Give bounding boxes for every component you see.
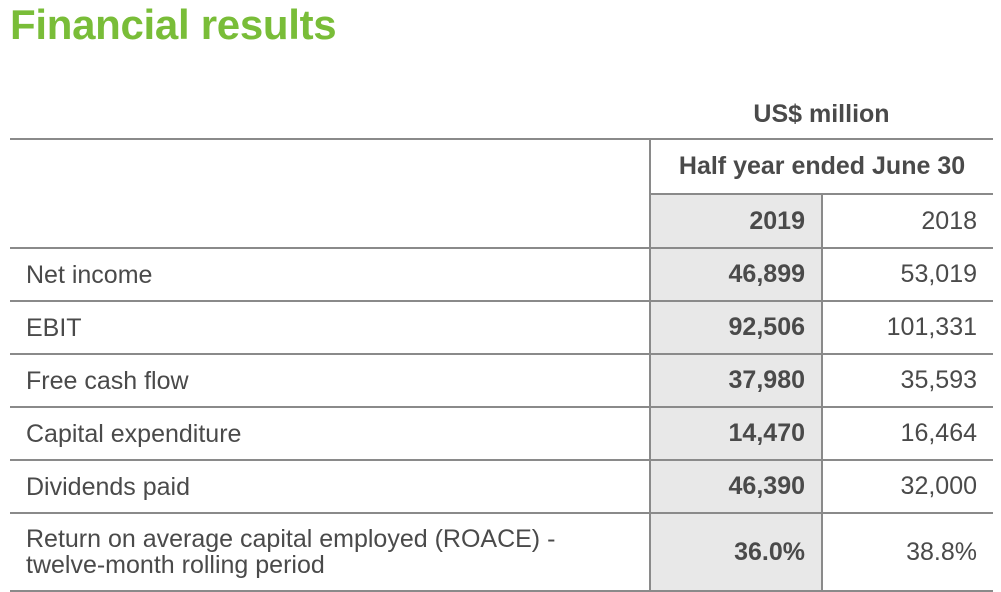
table-row: Return on average capital employed (ROAC… — [10, 512, 994, 592]
row-label: Free cash flow — [10, 353, 650, 407]
value-2019: 37,980 — [649, 353, 822, 407]
row-label: EBIT — [10, 300, 650, 354]
value-2018: 35,593 — [820, 353, 994, 407]
value-2019: 92,506 — [649, 300, 822, 354]
table-row: Free cash flow 37,980 35,593 — [10, 353, 994, 407]
financial-results-table: Half year ended June 30 2019 2018 Net in… — [10, 138, 994, 592]
row-label: Return on average capital employed (ROAC… — [10, 512, 650, 592]
header-blank-cell — [10, 194, 650, 248]
row-label-line: twelve-month rolling period — [26, 551, 325, 579]
value-2018: 38.8% — [820, 512, 994, 592]
period-header: Half year ended June 30 — [648, 138, 994, 194]
year-2019-header: 2019 — [649, 193, 822, 248]
table-row: EBIT 92,506 101,331 — [10, 300, 994, 354]
value-2018: 53,019 — [820, 247, 994, 301]
table-row: Dividends paid 46,390 32,000 — [10, 459, 994, 513]
year-2018-header: 2018 — [820, 193, 994, 248]
unit-label: US$ million — [753, 100, 890, 128]
row-label: Capital expenditure — [10, 406, 650, 460]
header-blank-cell — [10, 138, 650, 194]
row-label: Net income — [10, 247, 650, 301]
header-row-period: Half year ended June 30 — [10, 138, 994, 194]
value-2018: 32,000 — [820, 459, 994, 513]
page-title: Financial results — [10, 1, 337, 48]
value-2019: 46,899 — [649, 247, 822, 301]
value-2018: 16,464 — [820, 406, 994, 460]
row-label: Dividends paid — [10, 459, 650, 513]
value-2019: 36.0% — [649, 512, 822, 592]
value-2019: 14,470 — [649, 406, 822, 460]
header-row-years: 2019 2018 — [10, 193, 994, 248]
table-row: Capital expenditure 14,470 16,464 — [10, 406, 994, 460]
value-2018: 101,331 — [820, 300, 994, 354]
value-2019: 46,390 — [649, 459, 822, 513]
table-row: Net income 46,899 53,019 — [10, 247, 994, 301]
row-label-line: Return on average capital employed (ROAC… — [26, 525, 556, 553]
